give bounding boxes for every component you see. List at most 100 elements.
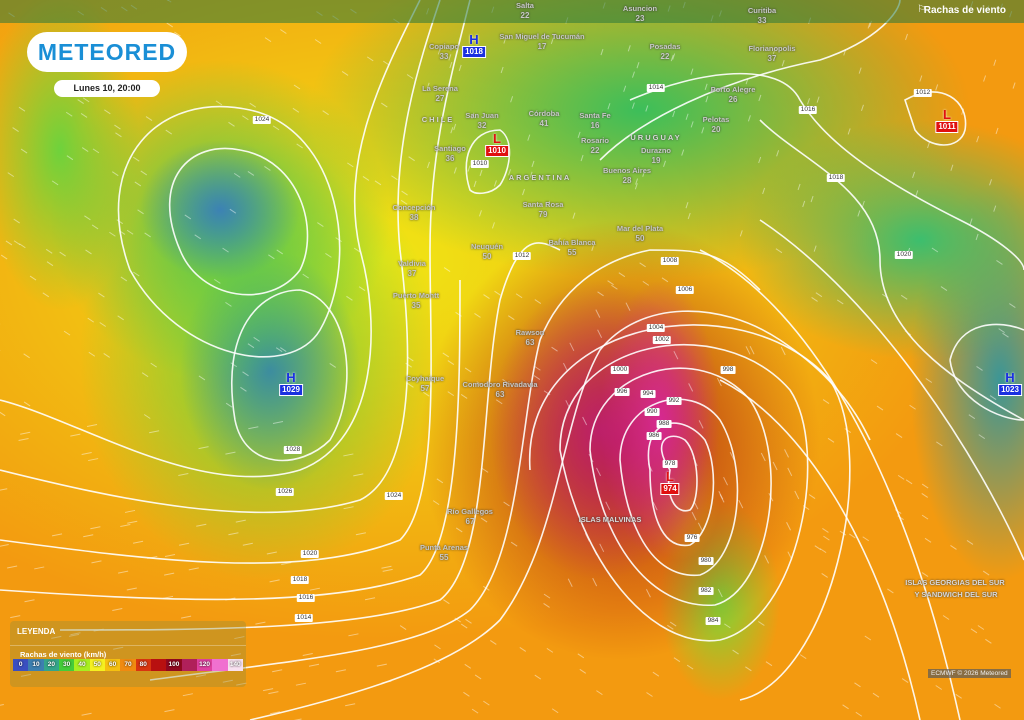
city-label[interactable]: Posadas 22 [649,42,681,61]
wind-streak [455,527,463,533]
city-label[interactable]: Puerto Montt 35 [392,291,440,310]
wind-streak [302,653,313,657]
wind-streak [591,244,595,251]
wind-streak [876,405,884,411]
wind-streak [281,562,292,565]
isobar-label: 1018 [290,576,310,584]
wind-streak [976,365,983,371]
city-label[interactable]: Concepción 38 [392,203,436,222]
wind-streak [70,632,81,636]
isobar-label: 992 [666,397,682,405]
wind-streak [84,215,91,221]
wind-streak [464,367,472,373]
wind-streak [91,224,99,230]
city-label[interactable]: Porto Alegre 26 [710,85,756,104]
wind-streak [5,240,13,246]
city-label[interactable]: Florianopolis 37 [748,44,796,63]
high-pressure-center[interactable]: H 1023 [998,371,1022,396]
wind-streak [493,180,497,187]
high-pressure-center[interactable]: H 1018 [462,33,486,58]
wind-streak [225,301,232,307]
city-label[interactable]: Santa Rosa 79 [522,200,564,219]
city-label[interactable]: Curitiba 33 [747,6,777,25]
wind-streak [264,37,272,43]
low-pressure-center[interactable]: L 974 [660,470,680,495]
high-pressure-center[interactable]: H 1029 [279,371,303,396]
wind-streak [978,434,986,440]
wind-streak [592,577,598,587]
wind-streak [113,646,124,650]
city-label[interactable]: Neuquén 50 [470,242,504,261]
city-label[interactable]: Valdivia 37 [398,259,426,278]
wind-streak [51,533,63,537]
wind-streak [645,105,649,112]
wind-streak [10,615,21,619]
wind-streak [597,329,603,338]
wind-streak [919,75,923,82]
city-label[interactable]: Mar del Plata 50 [616,224,664,243]
wind-streak [114,124,121,130]
wind-streak [503,501,510,507]
meteored-logo[interactable]: METEORED [27,32,187,72]
legend-panel: LEYENDA Rachas de viento (km/h) 0 10 20 30 4… [10,621,246,687]
wind-streak [420,385,428,391]
city-label[interactable]: Punta Arenas 55 [419,543,469,562]
isobar-label: 998 [720,366,736,374]
wind-streak [854,682,861,688]
city-label[interactable]: Rosario 22 [581,136,609,155]
wind-streak [723,476,729,486]
wind-streak [322,110,329,116]
city-label[interactable]: Salta 22 [516,1,534,20]
city-label[interactable]: San Miguel de Tucumán 17 [499,32,585,51]
city-label[interactable]: Córdoba 41 [528,109,560,128]
wind-streak [519,647,527,652]
wind-streak [228,532,239,536]
city-label[interactable]: Buenos Aires 28 [602,166,652,185]
wind-streak [19,243,26,249]
wind-streak [1012,82,1016,89]
wind-streak [66,155,74,161]
wind-flag-icon: ⚐ [917,4,926,15]
wind-streak [88,458,99,462]
city-label[interactable]: Durazno 19 [641,146,671,165]
city-label[interactable]: Bahía Blanca 55 [548,238,596,257]
city-label[interactable]: Asuncion 23 [622,4,658,23]
wind-streak [233,172,241,178]
wind-streak [968,414,976,420]
legend-swatch: 80 [135,659,151,671]
wind-streak [453,167,457,174]
layer-title[interactable]: Rachas de viento [923,5,1006,16]
wind-streak [787,467,793,477]
wind-streak [724,623,731,629]
wind-streak [112,608,123,611]
wind-streak [427,161,430,169]
city-label[interactable]: Rawson 63 [515,328,545,347]
wind-streak [816,96,820,103]
wind-streak [595,309,601,318]
city-label[interactable]: La Serena 27 [422,84,458,103]
isobar-label: 1008 [660,257,680,265]
low-pressure-center[interactable]: L 1011 [935,108,959,133]
wind-streak [813,245,817,252]
city-label[interactable]: San Juan 32 [465,111,499,130]
city-label[interactable]: Río Gallegos 67 [447,507,493,526]
wind-streak [533,375,541,380]
city-label[interactable]: Santa Fe 16 [579,111,611,130]
isobar-label: 978 [662,460,678,468]
city-label[interactable]: Pelotas 20 [702,115,730,134]
wind-streak [450,127,454,134]
wind-streak [329,363,336,368]
wind-streak [969,218,973,225]
city-label[interactable]: Copiapo 33 [429,42,459,61]
city-label[interactable]: Comodoro Rivadavia 63 [462,380,538,399]
low-pressure-center[interactable]: L 1010 [485,132,509,157]
wind-streak [0,488,8,491]
wind-streak [582,416,588,426]
wind-streak [270,711,281,715]
city-label[interactable]: Coyhaique 57 [405,374,445,393]
wind-streak [799,654,807,660]
region-label-uruguay: URUGUAY [630,133,682,142]
wind-streak [23,401,31,407]
city-label[interactable]: Santiago 36 [434,144,466,163]
